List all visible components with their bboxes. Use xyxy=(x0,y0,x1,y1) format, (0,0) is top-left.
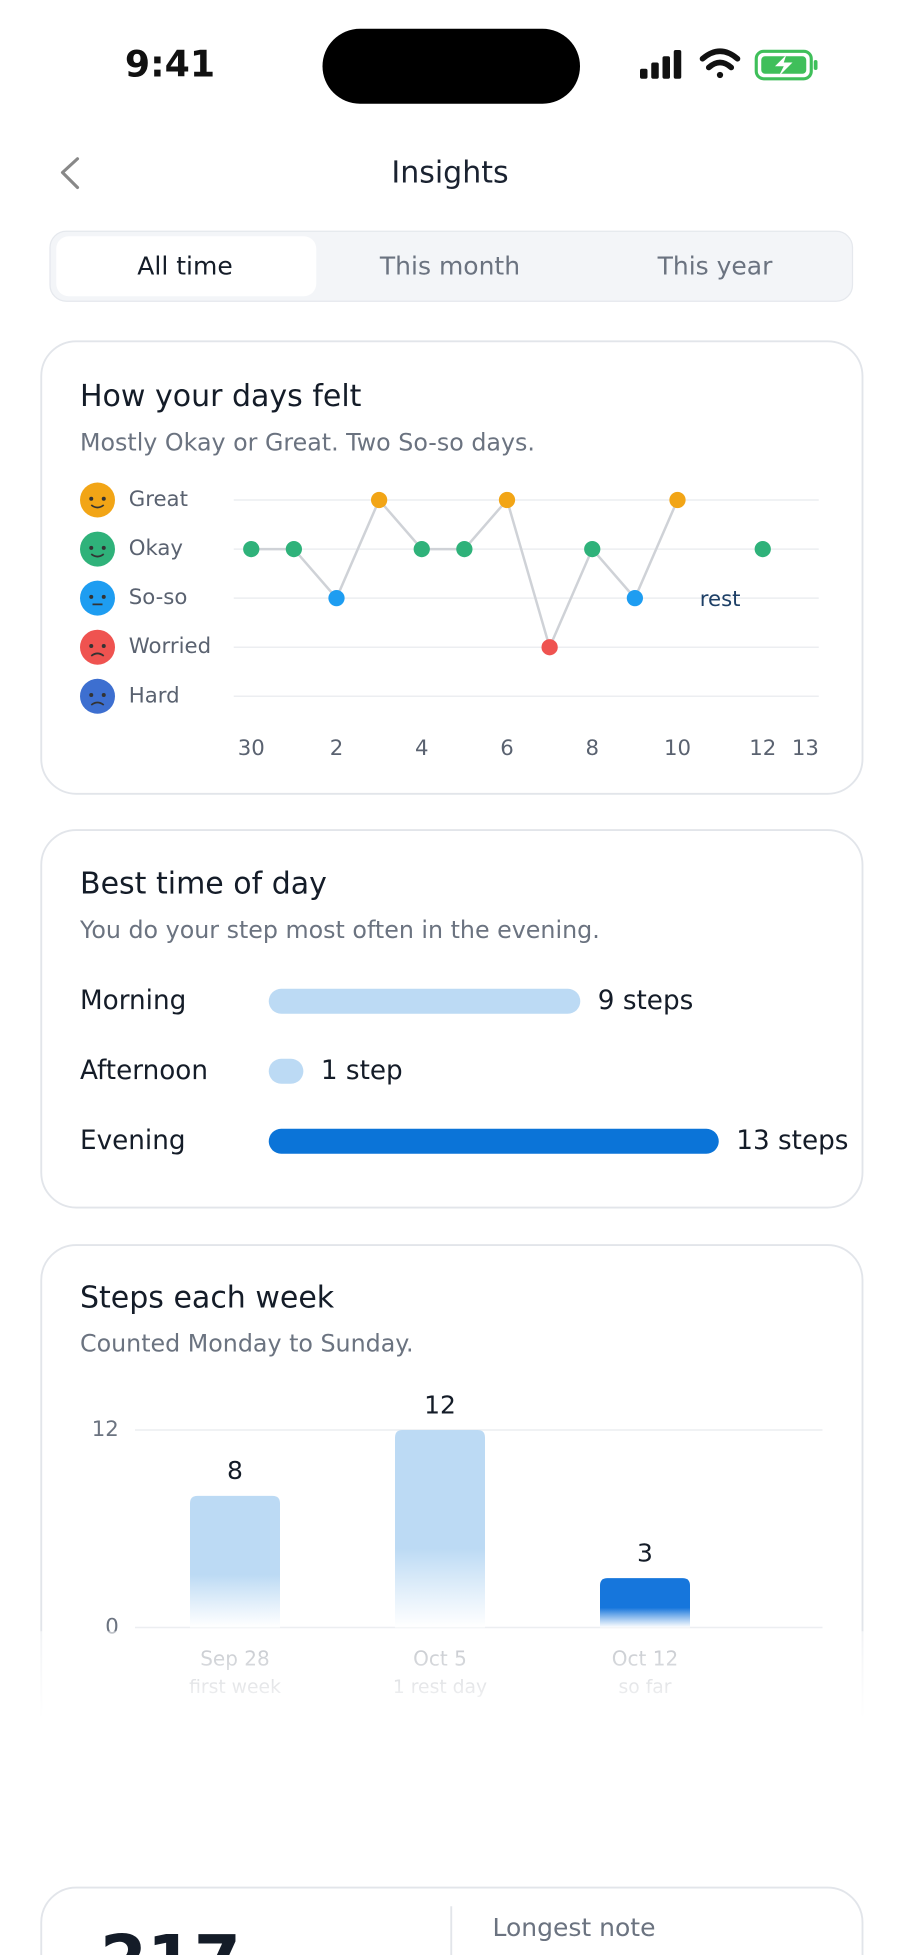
bar xyxy=(268,1058,304,1084)
annotation: rest xyxy=(700,587,741,612)
value-label: 1 step xyxy=(321,1056,403,1086)
bar xyxy=(395,1430,485,1628)
mood-point xyxy=(498,491,516,509)
mood-point xyxy=(626,590,643,607)
tab-active-bg xyxy=(56,236,317,297)
value-label: 9 steps xyxy=(598,986,694,1016)
mood-eye xyxy=(89,693,94,698)
mood-face xyxy=(80,629,115,665)
bar xyxy=(268,1128,719,1154)
bar xyxy=(190,1495,280,1628)
mood-eye xyxy=(101,693,106,698)
mood-point xyxy=(669,491,686,509)
value-label: 3 xyxy=(637,1538,653,1567)
row-label: Evening xyxy=(80,1126,186,1156)
tab[interactable]: This month xyxy=(379,252,520,281)
row-label: Morning xyxy=(80,986,186,1016)
card-title: Best time of day xyxy=(80,867,327,902)
mood-point xyxy=(243,540,260,558)
x-tick-label: 30 xyxy=(238,736,265,761)
mood-point xyxy=(754,540,771,558)
stats-label: Longest note xyxy=(493,1913,656,1942)
battery-icon xyxy=(754,49,818,81)
mood-eye xyxy=(89,643,94,648)
value-label: 13 steps xyxy=(736,1126,848,1156)
fade-overlay xyxy=(18,1631,882,1882)
status-time: 9:41 xyxy=(125,42,215,85)
card-subtitle: You do your step most often in the eveni… xyxy=(79,916,600,944)
y-tick-label: Worried xyxy=(129,634,211,659)
x-tick-label: 12 xyxy=(749,736,776,761)
stats-total: 217 xyxy=(100,1921,241,1955)
mood-eye xyxy=(101,643,106,648)
bar xyxy=(268,988,581,1014)
mood-point xyxy=(541,639,558,656)
y-tick-label: Okay xyxy=(129,536,183,561)
mood-point xyxy=(371,491,388,509)
x-tick-label: 13 xyxy=(792,736,819,761)
mood-face xyxy=(80,482,115,518)
x-tick-label: 4 xyxy=(415,736,429,761)
x-tick-label: 10 xyxy=(664,736,691,761)
mood-point xyxy=(413,540,430,558)
x-tick-label: 8 xyxy=(585,736,599,761)
wifi-icon xyxy=(699,48,741,79)
mood-eye xyxy=(101,594,106,599)
y-tick-label: So-so xyxy=(129,585,188,610)
mood-face xyxy=(80,580,115,616)
mood-eye xyxy=(101,496,106,501)
mood-face xyxy=(80,678,115,714)
signal-icon xyxy=(640,50,682,79)
card-title: How your days felt xyxy=(80,379,362,414)
value-label: 8 xyxy=(227,1456,243,1485)
back-button[interactable] xyxy=(60,157,80,190)
value-label: 12 xyxy=(424,1390,456,1419)
card-subtitle: Counted Monday to Sunday. xyxy=(80,1330,414,1358)
mood-face xyxy=(80,531,115,567)
mood-eye xyxy=(89,594,94,599)
mood-point xyxy=(584,540,601,558)
mood-point xyxy=(456,540,473,558)
x-tick-label: 2 xyxy=(330,736,344,761)
y-tick-label: Great xyxy=(129,487,188,512)
dynamic-island xyxy=(322,28,580,104)
mood-eye xyxy=(101,545,106,550)
bar xyxy=(600,1578,690,1628)
tab[interactable]: This year xyxy=(657,252,774,281)
mood-point xyxy=(328,590,345,607)
tab[interactable]: All time xyxy=(137,252,232,281)
mood-card xyxy=(40,340,864,795)
mood-mouth xyxy=(90,553,105,558)
mood-eye xyxy=(89,545,94,550)
mood-mouth xyxy=(90,504,105,509)
card-title: Steps each week xyxy=(80,1280,335,1315)
x-tick-label: 6 xyxy=(500,736,514,761)
mood-mouth xyxy=(90,701,105,706)
mood-point xyxy=(285,540,302,558)
mood-eye xyxy=(89,496,94,501)
time-card xyxy=(40,829,864,1209)
mood-mouth xyxy=(90,652,105,657)
header-title: Insights xyxy=(391,155,508,190)
row-label: Afternoon xyxy=(80,1056,208,1086)
y-tick-label: Hard xyxy=(129,683,180,708)
card-subtitle: Mostly Okay or Great. Two So-so days. xyxy=(80,428,535,456)
y-tick-label: 12 xyxy=(92,1417,119,1442)
